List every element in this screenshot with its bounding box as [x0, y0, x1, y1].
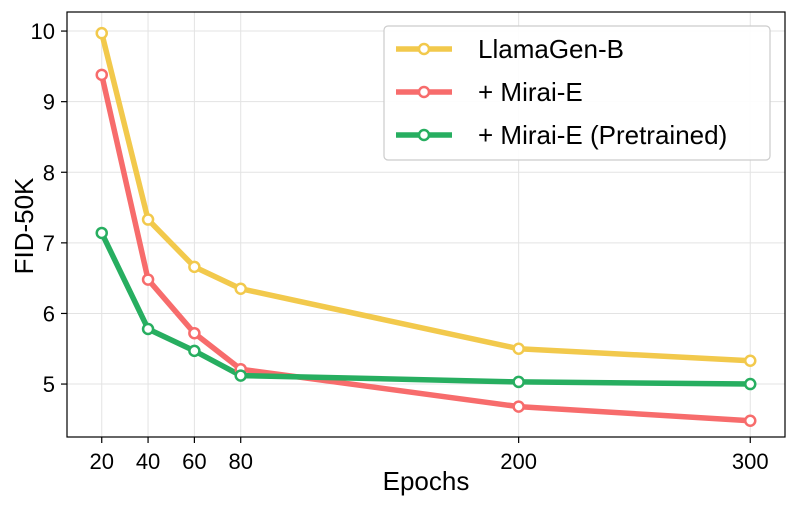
y-axis-label: FID-50K — [9, 177, 39, 274]
data-point — [141, 322, 155, 336]
legend-label: + Mirai-E — [478, 77, 583, 107]
x-tick-label: 300 — [732, 449, 769, 474]
data-point — [141, 213, 155, 226]
data-point — [744, 354, 757, 368]
data-point — [512, 375, 525, 389]
series-line-2 — [98, 72, 754, 424]
y-tick-label: 9 — [43, 90, 55, 115]
legend-marker — [417, 85, 431, 99]
data-point — [512, 342, 525, 356]
data-point — [744, 377, 757, 391]
data-point — [95, 68, 108, 82]
x-axis-label: Epochs — [383, 466, 470, 496]
data-point — [234, 369, 247, 382]
x-tick-label: 20 — [89, 449, 113, 474]
series-line-1 — [98, 30, 754, 364]
y-tick-label: 6 — [43, 301, 55, 326]
legend-box — [383, 25, 771, 161]
legend-marker — [417, 42, 431, 56]
y-tick-label: 10 — [31, 19, 55, 44]
series — [95, 26, 757, 428]
series-line-3 — [98, 230, 754, 387]
axes: 20 40 60 80 200 300 5 6 7 8 9 10 — [31, 11, 786, 474]
data-point — [141, 273, 155, 286]
plot-frame — [66, 11, 786, 438]
data-point — [234, 282, 247, 295]
x-tick-label: 40 — [136, 449, 160, 474]
legend-label: + Mirai-E (Pretrained) — [478, 120, 727, 150]
x-tick-label: 200 — [500, 449, 537, 474]
x-tick-label: 60 — [182, 449, 206, 474]
legend-label: LlamaGen-B — [478, 34, 624, 64]
y-tick-label: 7 — [43, 231, 55, 256]
legend-marker — [417, 128, 431, 142]
y-tick-label: 8 — [43, 160, 55, 185]
legend: LlamaGen-B + Mirai-E + Mirai-E (Pretrained… — [383, 25, 771, 161]
y-tick-label: 5 — [43, 372, 55, 397]
x-tick-label: 80 — [228, 449, 252, 474]
data-point — [744, 414, 757, 428]
data-point — [188, 260, 201, 274]
data-point — [512, 400, 525, 413]
data-point — [188, 344, 201, 358]
data-point — [95, 226, 108, 240]
data-point — [188, 326, 201, 340]
data-point — [95, 26, 108, 40]
